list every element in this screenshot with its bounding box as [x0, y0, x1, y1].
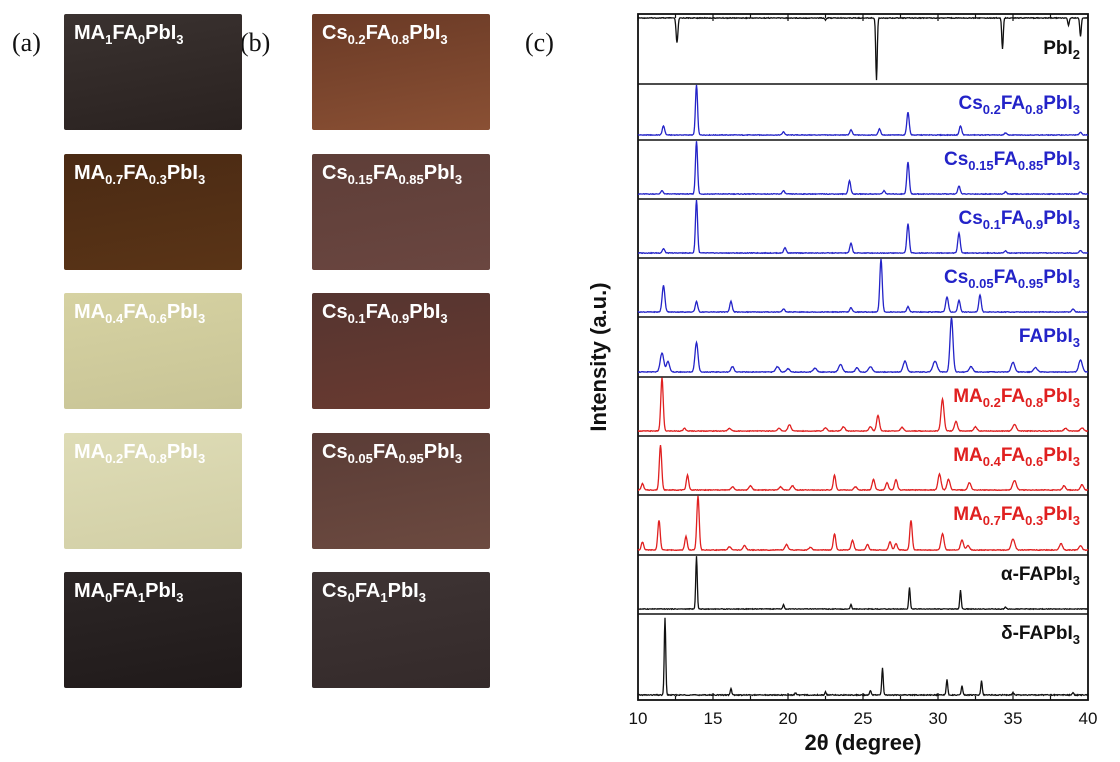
trace-label: Cs0.2FA0.8PbI3 — [958, 93, 1080, 117]
trace-label: Cs0.15FA0.85PbI3 — [944, 149, 1080, 173]
trace-3 — [638, 200, 1089, 255]
x-tick-label: 40 — [1079, 709, 1098, 728]
x-tick-label: 15 — [704, 709, 723, 728]
x-tick-label: 10 — [629, 709, 648, 728]
film-a-0: MA1FA0PbI3 — [64, 14, 242, 130]
film-b-3: Cs0.05FA0.95PbI3 — [312, 433, 490, 549]
trace-label: δ-FAPbI3 — [1001, 623, 1080, 647]
film-a-1: MA0.7FA0.3PbI3 — [64, 154, 242, 270]
trace-4 — [637, 258, 1089, 314]
panel-letter-c: (c) — [525, 28, 554, 57]
film-b-label: Cs0.05FA0.95PbI3 — [322, 441, 463, 466]
trace-label: α-FAPbI3 — [1001, 564, 1080, 588]
x-tick-label: 25 — [854, 709, 873, 728]
trace-5 — [637, 317, 1089, 374]
trace-8 — [637, 495, 1089, 552]
trace-label: Cs0.05FA0.95PbI3 — [944, 267, 1080, 291]
trace-10 — [637, 617, 1089, 697]
film-a-3: MA0.2FA0.8PbI3 — [64, 433, 242, 549]
film-b-label: Cs0.2FA0.8PbI3 — [322, 22, 448, 47]
trace-7 — [638, 445, 1089, 492]
trace-6 — [637, 377, 1089, 433]
film-a-4: MA0FA1PbI3 — [64, 572, 242, 688]
panel-letter-a: (a) — [12, 28, 41, 57]
trace-9 — [637, 556, 1089, 611]
film-b-4: Cs0FA1PbI3 — [312, 572, 490, 688]
y-axis-label: Intensity (a.u.) — [586, 282, 611, 431]
trace-label: MA0.4FA0.6PbI3 — [953, 445, 1080, 469]
x-tick-label: 35 — [1004, 709, 1023, 728]
trace-label: MA0.2FA0.8PbI3 — [953, 386, 1080, 410]
x-tick-label: 20 — [779, 709, 798, 728]
trace-1 — [637, 84, 1089, 137]
film-a-label: MA0.7FA0.3PbI3 — [74, 162, 206, 187]
trace-0 — [637, 16, 1089, 81]
trace-label: PbI2 — [1043, 38, 1080, 62]
trace-label: FAPbI3 — [1019, 326, 1080, 350]
x-axis-label: 2θ (degree) — [804, 730, 921, 755]
plot-frame — [637, 13, 1089, 701]
film-a-label: MA1FA0PbI3 — [74, 22, 184, 47]
film-b-label: Cs0.1FA0.9PbI3 — [322, 301, 448, 326]
trace-2 — [638, 141, 1089, 196]
film-b-1: Cs0.15FA0.85PbI3 — [312, 154, 490, 270]
x-tick-label: 30 — [929, 709, 948, 728]
film-b-0: Cs0.2FA0.8PbI3 — [312, 14, 490, 130]
film-a-label: MA0FA1PbI3 — [74, 580, 184, 605]
panel-letter-b: (b) — [240, 28, 271, 57]
trace-label: Cs0.1FA0.9PbI3 — [958, 208, 1080, 232]
film-b-label: Cs0FA1PbI3 — [322, 580, 426, 605]
film-a-label: MA0.2FA0.8PbI3 — [74, 441, 206, 466]
trace-label: MA0.7FA0.3PbI3 — [953, 504, 1080, 528]
film-b-2: Cs0.1FA0.9PbI3 — [312, 293, 490, 409]
film-a-label: MA0.4FA0.6PbI3 — [74, 301, 206, 326]
film-a-2: MA0.4FA0.6PbI3 — [64, 293, 242, 409]
film-b-label: Cs0.15FA0.85PbI3 — [322, 162, 463, 187]
